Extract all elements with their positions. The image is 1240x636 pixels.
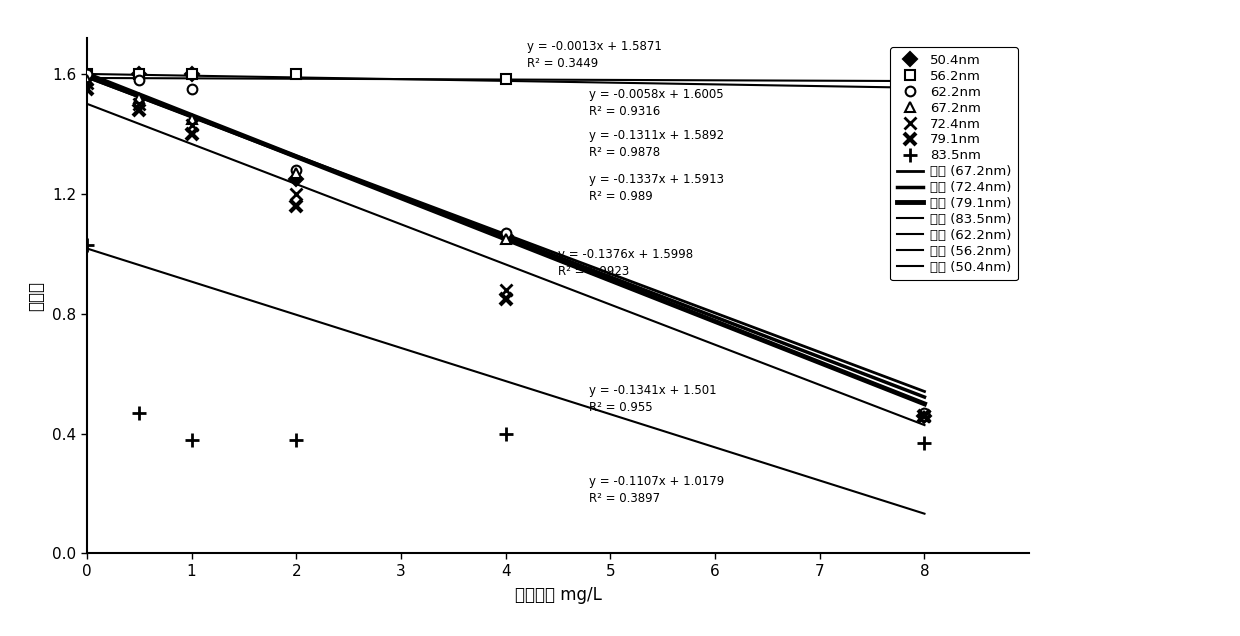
Text: y = -0.1311x + 1.5892
R² = 0.9878: y = -0.1311x + 1.5892 R² = 0.9878: [589, 130, 724, 160]
Text: y = -0.0013x + 1.5871
R² = 0.3449: y = -0.0013x + 1.5871 R² = 0.3449: [527, 39, 661, 69]
Text: y = -0.1337x + 1.5913
R² = 0.989: y = -0.1337x + 1.5913 R² = 0.989: [589, 173, 724, 203]
Text: y = -0.1341x + 1.501
R² = 0.955: y = -0.1341x + 1.501 R² = 0.955: [589, 384, 717, 414]
Legend: 50.4nm, 56.2nm, 62.2nm, 67.2nm, 72.4nm, 79.1nm, 83.5nm, 线性 (67.2nm), 线性 (72.4nm): 50.4nm, 56.2nm, 62.2nm, 67.2nm, 72.4nm, …: [890, 47, 1018, 280]
Text: y = -0.1376x + 1.5998
R² = 0.9923: y = -0.1376x + 1.5998 R² = 0.9923: [558, 248, 693, 278]
Y-axis label: 比浓度: 比浓度: [27, 280, 45, 311]
X-axis label: 标准浓度 mg/L: 标准浓度 mg/L: [515, 586, 601, 604]
Text: y = -0.1107x + 1.0179
R² = 0.3897: y = -0.1107x + 1.0179 R² = 0.3897: [589, 476, 724, 506]
Text: y = -0.0058x + 1.6005
R² = 0.9316: y = -0.0058x + 1.6005 R² = 0.9316: [589, 88, 724, 118]
